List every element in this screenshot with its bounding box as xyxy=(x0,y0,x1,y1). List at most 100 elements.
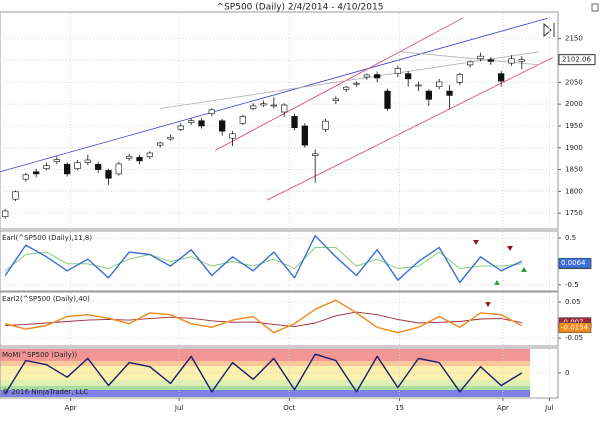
x-tick-label: Apr xyxy=(497,404,509,412)
candle-body xyxy=(446,90,453,96)
indicator-line xyxy=(5,311,522,328)
trend-line xyxy=(401,51,540,66)
y-tick-label: 1900 xyxy=(565,144,583,152)
y-tick-label: -0.5 xyxy=(565,281,579,289)
candle-body xyxy=(208,109,215,115)
trend-line xyxy=(215,17,464,151)
band xyxy=(0,386,530,390)
copyright: © 2016 NinjaTrader, LLC xyxy=(2,388,88,396)
candle-body xyxy=(136,157,143,162)
scroll-end-icon[interactable] xyxy=(543,22,555,38)
chart-title: ^SP500 (Daily) 2/4/2014 - 4/10/2015 xyxy=(217,3,384,13)
panel-frame xyxy=(0,230,559,292)
candle-body xyxy=(291,116,298,128)
y-tick-label: 0 xyxy=(565,369,569,377)
indicator-label: Earl2(^SP500 (Daily),40) xyxy=(2,295,90,303)
trend-line xyxy=(266,57,554,201)
candle-body xyxy=(508,58,515,64)
trend-line xyxy=(0,17,548,173)
candle-body xyxy=(436,81,443,88)
candle-body xyxy=(343,86,350,90)
candle-body xyxy=(53,159,60,163)
candle-body xyxy=(332,98,339,101)
candle-body xyxy=(425,90,432,100)
candle-body xyxy=(239,116,246,124)
x-tick-label: Jul xyxy=(174,404,184,412)
candle-body xyxy=(374,74,381,79)
candle-body xyxy=(146,152,153,157)
candle-body xyxy=(518,59,525,62)
candle-body xyxy=(105,170,112,179)
last-price-box xyxy=(558,54,596,66)
x-tick-label: Apr xyxy=(65,404,77,412)
panel-frame xyxy=(0,11,559,230)
y-tick-label: 0.05 xyxy=(565,298,581,306)
candle-body xyxy=(394,68,401,74)
candle-body xyxy=(2,210,9,217)
y-tick-label: 1800 xyxy=(565,187,583,195)
band xyxy=(0,380,530,386)
candle-body xyxy=(95,164,102,170)
candle-body xyxy=(363,74,370,78)
candle-body xyxy=(43,165,50,169)
y-tick-label: 2000 xyxy=(565,100,583,108)
candle-body xyxy=(260,103,267,106)
last-value-label: -0.0154 xyxy=(561,324,589,332)
band xyxy=(0,390,530,397)
last-value-box xyxy=(558,257,592,269)
candle-body xyxy=(353,82,360,85)
trend-line xyxy=(160,51,540,109)
candle-body xyxy=(498,73,505,82)
candle-body xyxy=(188,120,195,123)
candle-body xyxy=(167,136,174,140)
candle-body xyxy=(301,125,308,146)
y-tick-label: 2050 xyxy=(565,78,583,86)
indicator-line xyxy=(4,353,523,395)
candle-body xyxy=(477,55,484,60)
candle-body xyxy=(33,171,40,175)
candle-body xyxy=(126,156,133,159)
candle-body xyxy=(22,174,29,180)
candle-body xyxy=(270,104,277,107)
indicator-line xyxy=(5,299,523,334)
x-tick-label: 15 xyxy=(395,404,404,412)
candle-body xyxy=(84,159,91,163)
candle-body xyxy=(487,59,494,62)
indicator-label: Earl(^SP500 (Daily),11,8) xyxy=(2,234,92,242)
x-tick-label: Jul xyxy=(544,404,554,412)
candle-body xyxy=(250,105,257,109)
y-tick-label: -0.05 xyxy=(565,334,583,342)
panel-frame xyxy=(0,291,559,347)
candle-body xyxy=(467,61,474,66)
band xyxy=(0,349,530,361)
candle-body xyxy=(74,162,81,169)
indicator-label: MoM(^SP500 (Daily)) xyxy=(2,351,77,359)
y-tick-label: 0.5 xyxy=(565,234,576,242)
candle-body xyxy=(312,153,319,156)
last-price-label: 2102.06 xyxy=(562,56,591,64)
last-value-label: 0.0064 xyxy=(561,259,586,267)
candle-body xyxy=(229,133,236,139)
candle-body xyxy=(12,191,19,200)
y-tick-label: 1950 xyxy=(565,122,583,130)
candle-body xyxy=(384,90,391,109)
candle-body xyxy=(177,125,184,130)
band xyxy=(0,361,530,366)
candle-body xyxy=(405,73,412,80)
candle-body xyxy=(157,142,164,146)
menu-icon[interactable] xyxy=(591,3,599,12)
y-tick-label: 1750 xyxy=(565,209,583,217)
candle-body xyxy=(415,84,422,87)
candle-body xyxy=(322,120,329,130)
x-tick-label: Oct xyxy=(283,404,295,412)
candle-body xyxy=(219,120,226,132)
candle-body xyxy=(198,120,205,127)
indicator-line xyxy=(4,235,523,284)
signal-markers xyxy=(473,240,527,307)
last-value-box xyxy=(558,322,592,333)
y-tick-label: 1850 xyxy=(565,166,583,174)
candle-body xyxy=(281,104,288,113)
candle-body xyxy=(115,163,122,175)
indicator-line xyxy=(4,246,522,272)
